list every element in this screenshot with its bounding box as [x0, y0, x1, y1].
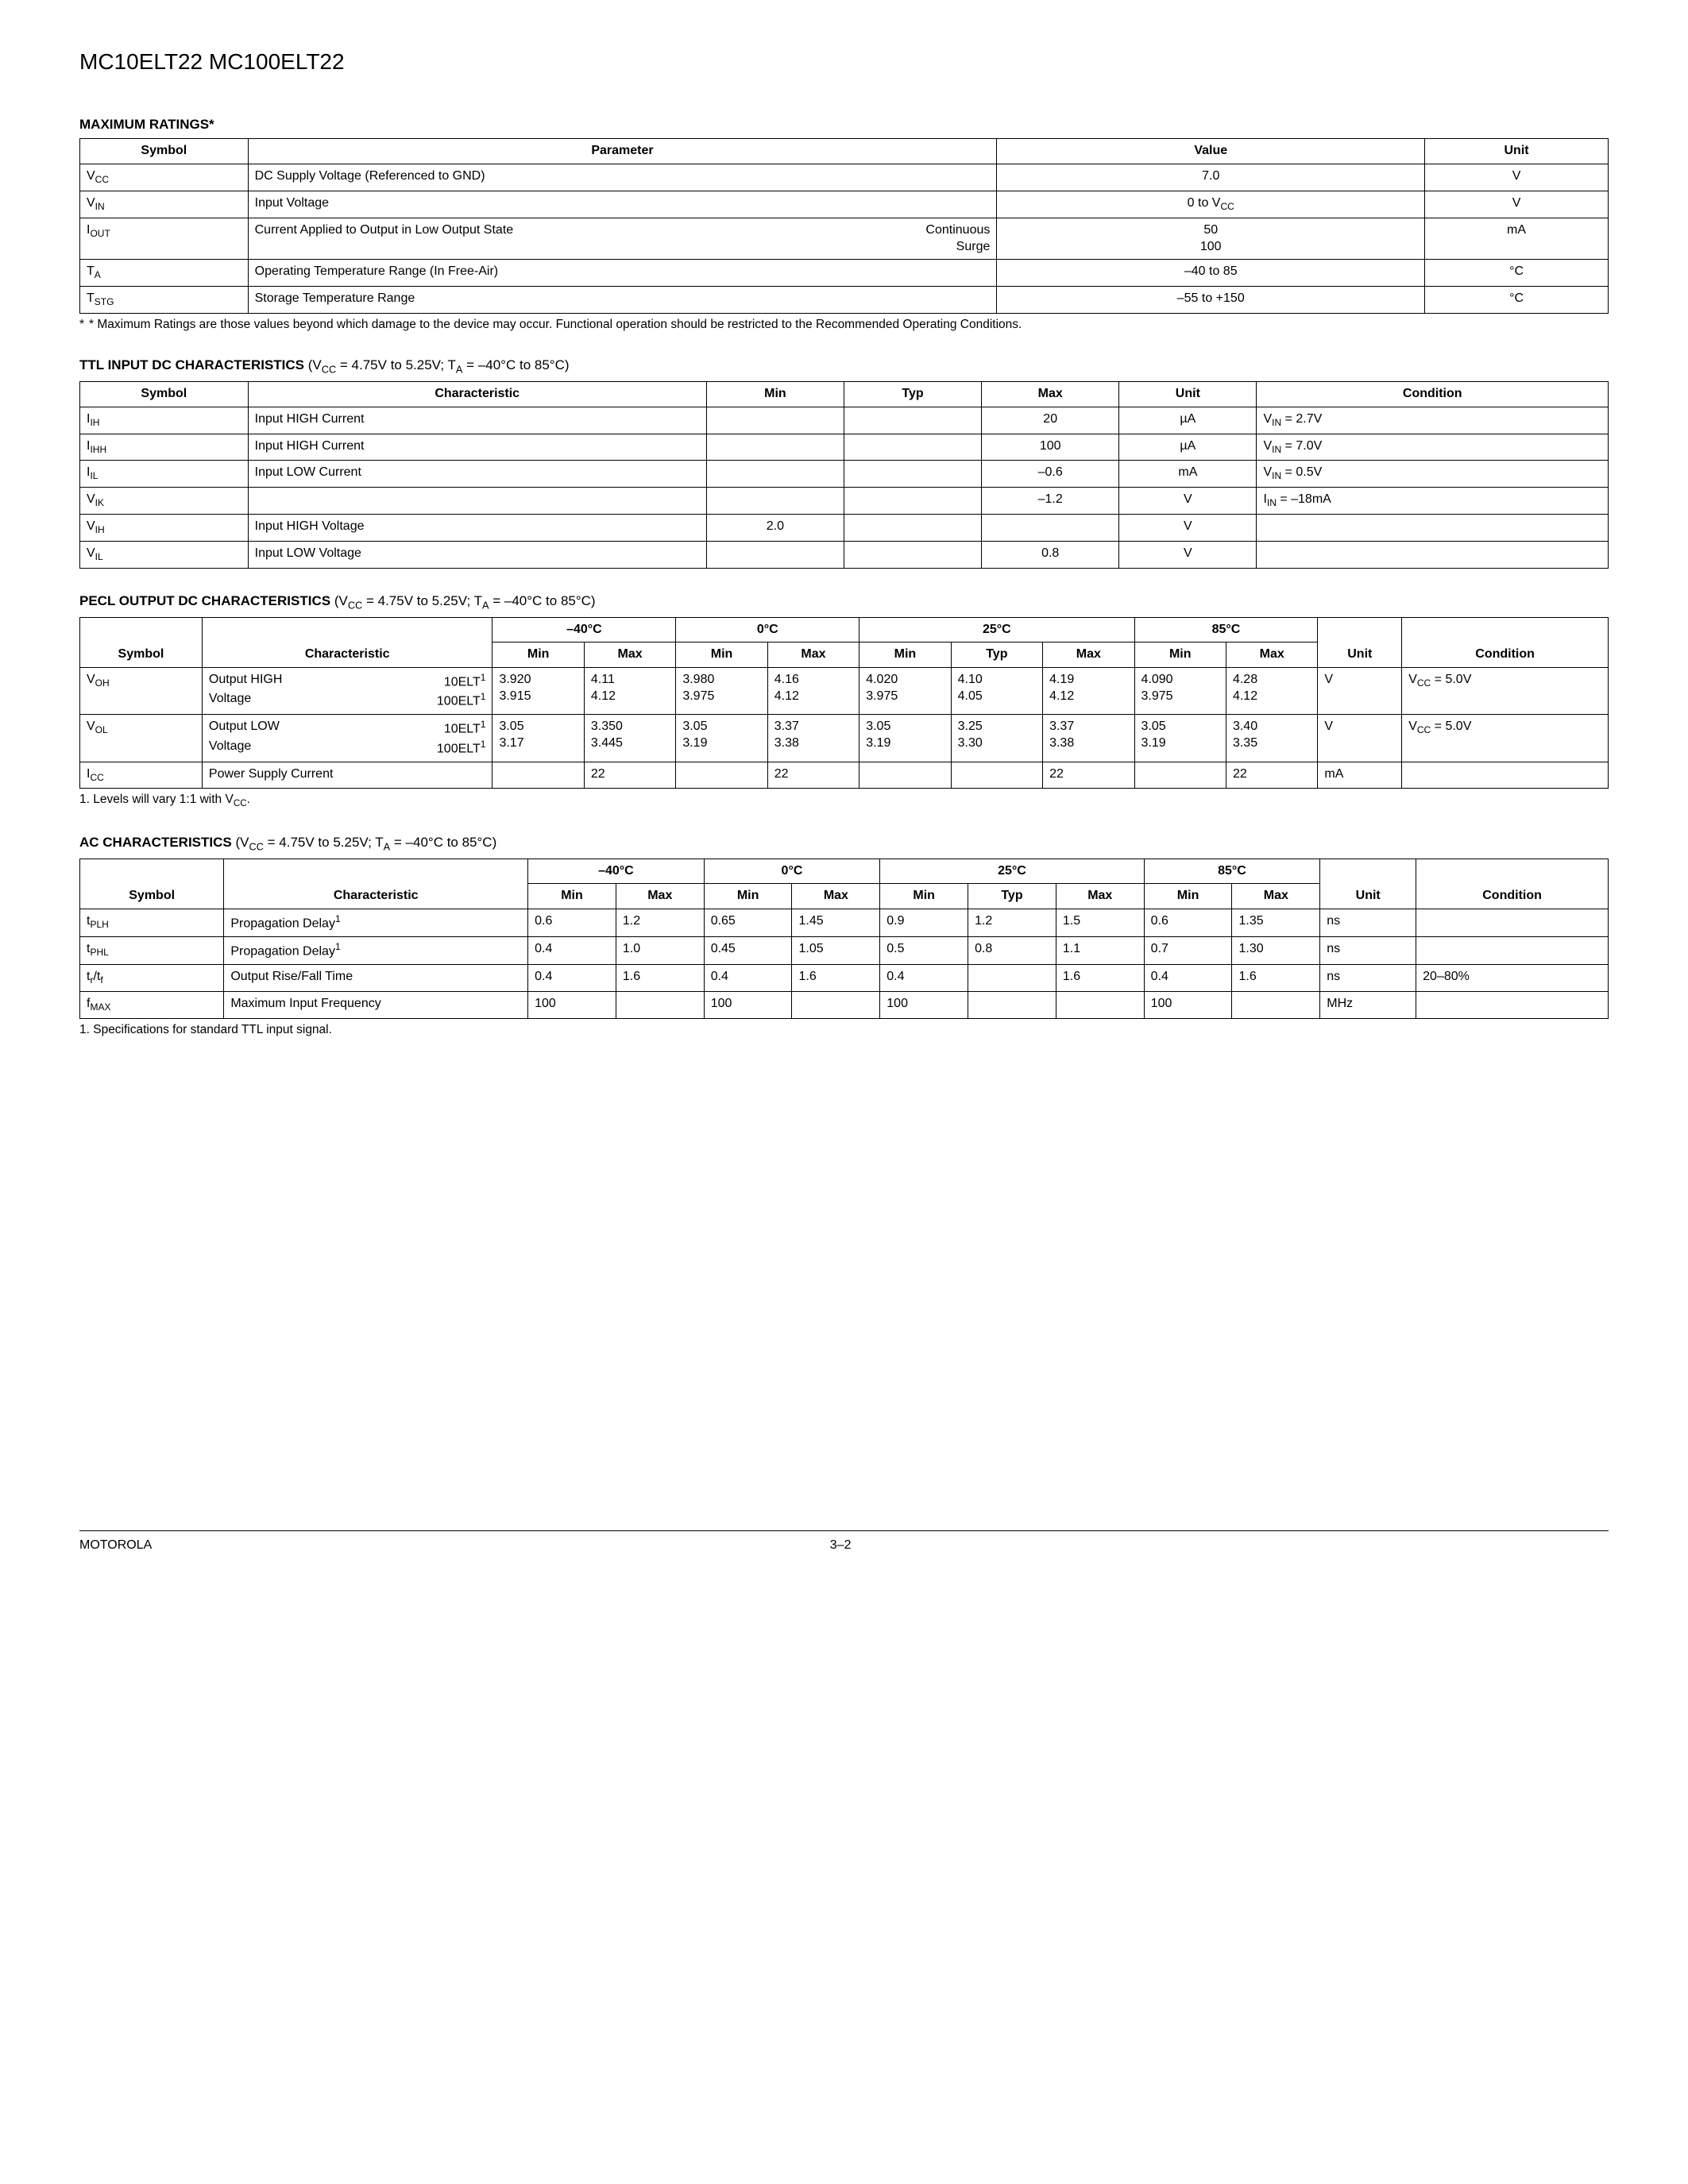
pecl-footnote: 1. Levels will vary 1:1 with VCC.	[79, 792, 1609, 809]
pecl-title: PECL OUTPUT DC CHARACTERISTICS (VCC = 4.…	[79, 592, 1609, 612]
table-row: tPHLPropagation Delay10.41.00.451.050.50…	[80, 937, 1609, 965]
mr-h-value: Value	[997, 139, 1425, 164]
pecl-table: Symbol Characteristic –40°C 0°C 25°C 85°…	[79, 617, 1609, 789]
table-row: VIN Input Voltage 0 to VCC V	[80, 191, 1609, 218]
maxratings-title: MAXIMUM RATINGS*	[79, 116, 1609, 133]
footer-center: 3–2	[830, 1538, 852, 1554]
ac-footnote: 1. Specifications for standard TTL input…	[79, 1022, 1609, 1038]
maxratings-table: Symbol Parameter Value Unit VCC DC Suppl…	[79, 138, 1609, 314]
table-row: VILInput LOW Voltage0.8V	[80, 541, 1609, 568]
table-row: fMAXMaximum Input Frequency100100100100M…	[80, 992, 1609, 1019]
table-row: ICCPower Supply Current22222222mA	[80, 762, 1609, 789]
mr-h-symbol: Symbol	[80, 139, 249, 164]
page-footer: MOTOROLA 3–2	[79, 1530, 1609, 1554]
table-row: VCC DC Supply Voltage (Referenced to GND…	[80, 164, 1609, 191]
table-row: TA Operating Temperature Range (In Free-…	[80, 260, 1609, 287]
table-row: VIHInput HIGH Voltage2.0V	[80, 515, 1609, 542]
table-row: tr/tfOutput Rise/Fall Time0.41.60.41.60.…	[80, 965, 1609, 992]
maxratings-footnote: ** Maximum Ratings are those values beyo…	[79, 317, 1609, 333]
table-row: IILInput LOW Current–0.6mAVIN = 0.5V	[80, 461, 1609, 488]
page-title: MC10ELT22 MC100ELT22	[79, 48, 1609, 76]
table-row: IIHHInput HIGH Current100µAVIN = 7.0V	[80, 434, 1609, 461]
table-row: VOLOutput LOW10ELT1Voltage100ELT13.05 3.…	[80, 715, 1609, 762]
table-row: tPLHPropagation Delay10.61.20.651.450.91…	[80, 909, 1609, 937]
table-row: TSTG Storage Temperature Range –55 to +1…	[80, 287, 1609, 314]
table-row: IIHInput HIGH Current20µAVIN = 2.7V	[80, 407, 1609, 434]
table-row: IOUT Current Applied to Output in Low Ou…	[80, 218, 1609, 260]
ttl-table: SymbolCharacteristicMinTypMaxUnitConditi…	[79, 381, 1609, 568]
mr-h-param: Parameter	[248, 139, 997, 164]
ttl-title: TTL INPUT DC CHARACTERISTICS (VCC = 4.75…	[79, 357, 1609, 376]
mr-h-unit: Unit	[1425, 139, 1609, 164]
ac-title: AC CHARACTERISTICS (VCC = 4.75V to 5.25V…	[79, 834, 1609, 854]
table-row: VOHOutput HIGH10ELT1Voltage100ELT13.920 …	[80, 668, 1609, 715]
ac-table: Symbol Characteristic –40°C 0°C 25°C 85°…	[79, 859, 1609, 1019]
table-row: VIK–1.2VIIN = –18mA	[80, 488, 1609, 515]
footer-left: MOTOROLA	[79, 1538, 152, 1554]
